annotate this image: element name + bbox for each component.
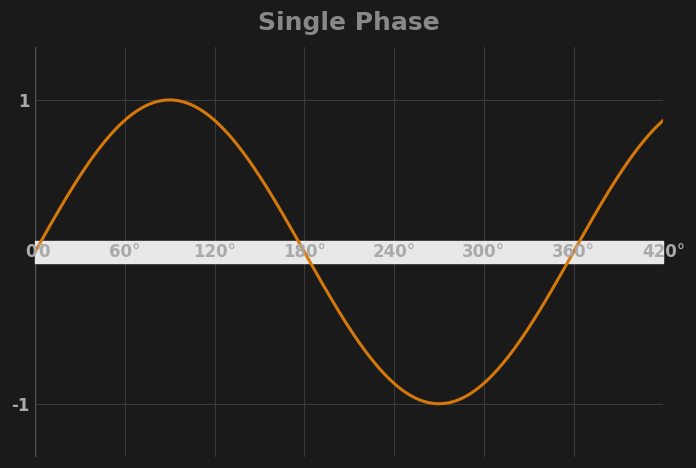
- Bar: [35, 241, 663, 263]
- Text: 60°: 60°: [109, 243, 141, 261]
- Text: 300°: 300°: [462, 243, 505, 261]
- Title: Single Phase: Single Phase: [258, 11, 440, 35]
- Text: 420°: 420°: [642, 243, 685, 261]
- Text: 240°: 240°: [372, 243, 416, 261]
- Text: 180°: 180°: [283, 243, 326, 261]
- Text: 120°: 120°: [193, 243, 236, 261]
- Text: 0°: 0°: [25, 243, 45, 261]
- Text: 0: 0: [38, 243, 49, 261]
- Text: 360°: 360°: [552, 243, 595, 261]
